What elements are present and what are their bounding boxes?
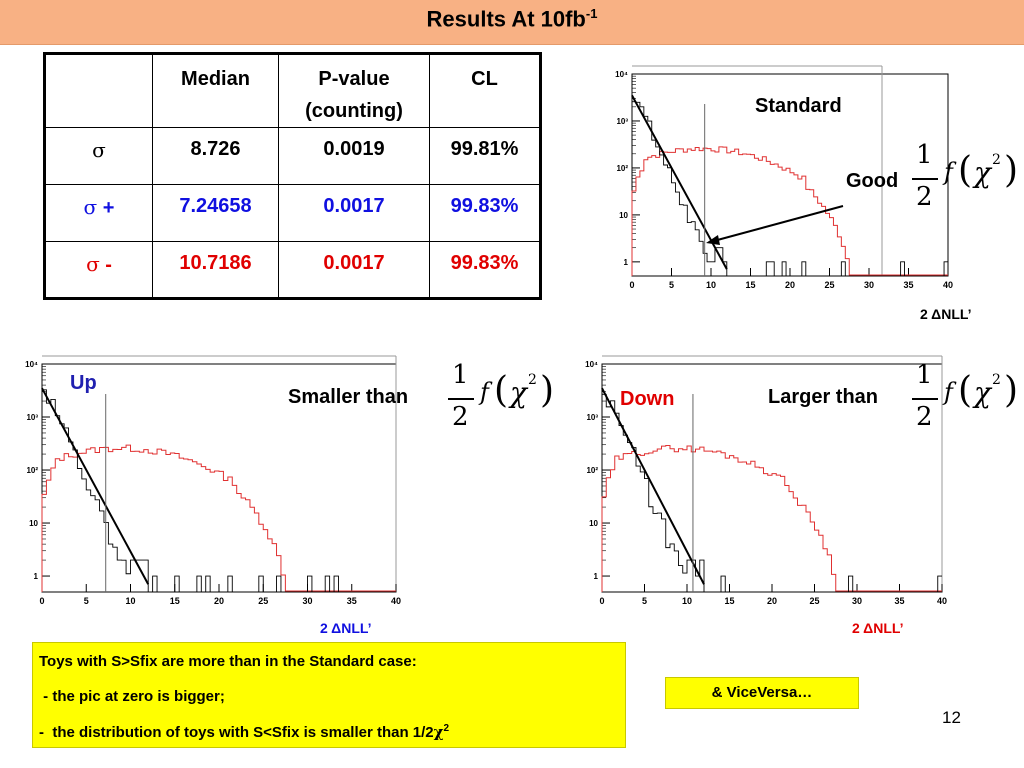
down-histogram: 1 10 10² 10³ 10⁴ 0 5 10 15 20 25 30 35 40 <box>585 355 947 606</box>
y-tick-label: 10³ <box>26 413 38 422</box>
y-tick-label: 1 <box>594 572 599 581</box>
red-histogram <box>41 444 396 592</box>
chi2-fit-curve <box>41 387 150 585</box>
table-header-pvalue: P-value (counting) <box>278 53 430 128</box>
row-cl: 99.81% <box>429 127 541 185</box>
down-label: Down <box>620 388 675 410</box>
x-tick-label: 40 <box>943 280 953 290</box>
table-header-cl: CL <box>429 53 541 128</box>
x-tick-label: 15 <box>170 596 180 606</box>
x-tick-label: 10 <box>125 596 135 606</box>
row-cl: 99.83% <box>429 241 541 299</box>
x-tick-label: 35 <box>894 596 904 606</box>
larger-than-label: Larger than <box>768 386 879 408</box>
row-label: σ - <box>44 241 153 299</box>
smaller-than-label: Smaller than <box>288 386 409 408</box>
notes-box: Toys with S>Sfix are more than in the St… <box>32 642 626 748</box>
y-tick-label: 10³ <box>616 117 628 126</box>
standard-histogram: 1 10 10² 10³ 10⁴ 0 5 10 15 20 25 30 35 40 <box>615 65 953 290</box>
row-label: σ <box>44 127 153 185</box>
note-line-3: - the distribution of toys with S<Sfix i… <box>39 723 450 741</box>
table-header-row: Median P-value (counting) CL <box>44 53 541 128</box>
x-tick-label: 15 <box>724 596 734 606</box>
page-title: Results At 10fb-1 <box>426 6 598 32</box>
x-tick-label: 40 <box>391 596 401 606</box>
note-line-2: - the pic at zero is bigger; <box>39 688 225 705</box>
x-tick-label: 30 <box>864 280 874 290</box>
x-tick-label: 25 <box>824 280 834 290</box>
x-tick-label: 40 <box>937 596 947 606</box>
x-tick-label: 0 <box>39 596 44 606</box>
x-tick-label: 5 <box>84 596 89 606</box>
y-tick-label: 10⁴ <box>615 70 628 79</box>
up-label: Up <box>70 372 97 394</box>
y-tick-label: 1 <box>34 572 39 581</box>
black-histogram <box>601 379 942 593</box>
y-tick-label: 10² <box>26 466 38 475</box>
row-median: 7.24658 <box>152 184 279 242</box>
x-tick-label: 5 <box>642 596 647 606</box>
viceversa-box: & ViceVersa… <box>665 677 859 709</box>
x-tick-label: 10 <box>682 596 692 606</box>
title-bar <box>0 0 1024 45</box>
table-row: σ 8.726 0.0019 99.81% <box>44 127 541 185</box>
up-histogram: 1 10 10² 10³ 10⁴ 0 5 10 15 20 25 30 35 40 <box>25 355 401 606</box>
x-tick-label: 25 <box>258 596 268 606</box>
y-tick-label: 10³ <box>586 413 598 422</box>
chi2-fit-curve <box>601 387 705 585</box>
y-tick-label: 10 <box>29 519 38 528</box>
x-tick-label: 35 <box>903 280 913 290</box>
y-tick-label: 10 <box>589 519 598 528</box>
standard-label: Standard <box>755 95 842 117</box>
good-arrow <box>706 205 844 245</box>
row-label: σ + <box>44 184 153 242</box>
down-xlabel: 2 ΔNLL’ <box>852 620 904 636</box>
row-cl: 99.83% <box>429 184 541 242</box>
x-tick-label: 10 <box>706 280 716 290</box>
x-tick-label: 5 <box>669 280 674 290</box>
black-histogram <box>41 379 396 593</box>
red-histogram <box>601 445 942 592</box>
page-number: 12 <box>942 708 961 727</box>
formula-good: 1 2 f ( χ 2 ) <box>912 140 1022 216</box>
x-tick-label: 0 <box>599 596 604 606</box>
results-table: Median P-value (counting) CL σ 8.726 0.00… <box>43 52 542 300</box>
x-tick-label: 25 <box>809 596 819 606</box>
y-tick-label: 10² <box>616 164 628 173</box>
row-pvalue: 0.0019 <box>278 127 430 185</box>
red-histogram <box>631 146 948 276</box>
y-tick-label: 10⁴ <box>585 360 598 369</box>
x-tick-label: 20 <box>767 596 777 606</box>
row-median: 10.7186 <box>152 241 279 299</box>
x-tick-label: 15 <box>745 280 755 290</box>
y-tick-label: 10⁴ <box>25 360 38 369</box>
up-xlabel: 2 ΔNLL’ <box>320 620 372 636</box>
row-median: 8.726 <box>152 127 279 185</box>
row-pvalue: 0.0017 <box>278 184 430 242</box>
y-tick-label: 10² <box>586 466 598 475</box>
table-row: σ + 7.24658 0.0017 99.83% <box>44 184 541 242</box>
table-header-median: Median <box>152 53 279 128</box>
x-tick-label: 20 <box>214 596 224 606</box>
table-header-empty <box>44 53 153 128</box>
y-tick-label: 10 <box>619 211 628 220</box>
viceversa-label: & ViceVersa… <box>711 684 813 701</box>
black-histogram <box>631 88 948 277</box>
y-tick-label: 1 <box>624 258 629 267</box>
row-pvalue: 0.0017 <box>278 241 430 299</box>
standard-xlabel: 2 ΔNLL’ <box>920 306 972 322</box>
x-tick-label: 35 <box>347 596 357 606</box>
x-tick-label: 20 <box>785 280 795 290</box>
note-line-1: Toys with S>Sfix are more than in the St… <box>39 653 417 670</box>
table-row: σ - 10.7186 0.0017 99.83% <box>44 241 541 299</box>
x-tick-label: 30 <box>302 596 312 606</box>
x-tick-label: 0 <box>629 280 634 290</box>
formula-up: 1 2 f ( χ 2 ) <box>448 360 558 436</box>
x-tick-label: 30 <box>852 596 862 606</box>
good-label: Good <box>846 170 899 192</box>
formula-down: 1 2 f ( χ 2 ) <box>912 360 1022 436</box>
